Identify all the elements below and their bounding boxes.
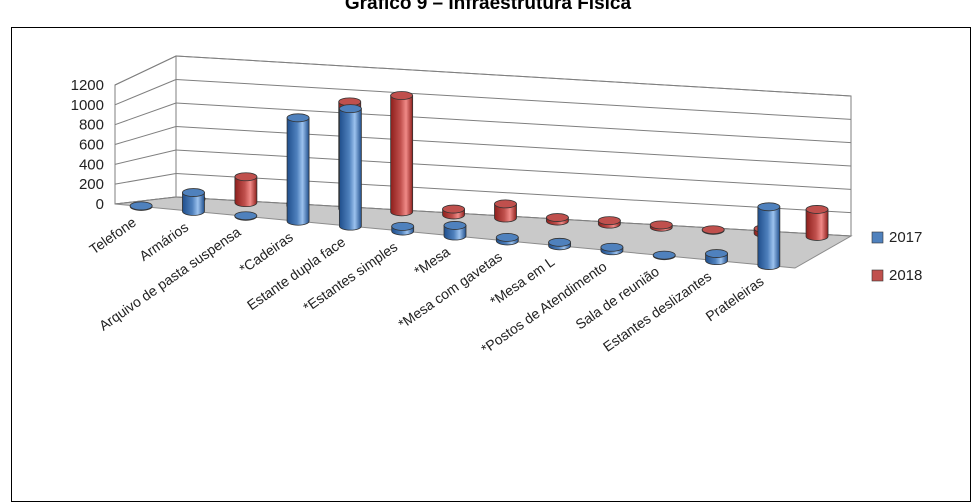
gridline-side xyxy=(114,79,177,106)
cylinder-body xyxy=(757,206,781,270)
bar-2018-4 xyxy=(390,91,414,217)
gridline-side xyxy=(114,126,177,145)
gridline-side xyxy=(114,55,177,86)
gridline-side xyxy=(114,173,177,185)
bar-2017-9 xyxy=(600,242,624,256)
bar-2017-0 xyxy=(129,201,153,211)
cylinder-top xyxy=(234,172,258,182)
cylinder-body xyxy=(286,117,310,226)
bar-2018-5 xyxy=(442,204,465,220)
bar-2017-5 xyxy=(391,221,415,236)
chart-title: Gráfico 9 – Infraestrutura Física xyxy=(344,0,632,14)
cylinder-body xyxy=(805,209,829,241)
cylinder-top xyxy=(701,225,725,235)
gridline-side xyxy=(114,196,177,205)
cylinder-top xyxy=(129,201,153,211)
cylinder-body xyxy=(390,95,414,217)
gridline xyxy=(175,79,852,120)
bar-2018-1 xyxy=(234,172,258,207)
cylinder-top xyxy=(391,221,415,231)
y-tick-label: 400 xyxy=(79,156,104,173)
x-tick-label: *Mesa xyxy=(411,243,453,279)
cylinder-body xyxy=(338,108,362,231)
x-tick-label: Estante dupla face xyxy=(244,233,348,313)
y-tick-label: 1000 xyxy=(71,97,104,114)
legend-swatch xyxy=(871,231,884,244)
cylinder-body xyxy=(234,176,258,207)
y-axis-ticks: 0 200 400 600 800 1000 1200 xyxy=(71,77,104,213)
cylinder-top xyxy=(286,113,310,123)
y-tick-label: 600 xyxy=(79,137,104,154)
gridline-side xyxy=(114,102,177,126)
y-tick-label: 800 xyxy=(79,117,104,134)
bar-2018-7 xyxy=(546,213,569,226)
bar-2017-11 xyxy=(705,249,728,265)
legend-swatch xyxy=(871,269,884,282)
cylinder-top xyxy=(548,237,572,247)
cylinder-top xyxy=(757,202,781,212)
cylinder-top xyxy=(234,211,258,221)
legend-label: 2017 xyxy=(889,229,922,246)
chart-legend: 2017 2018 xyxy=(871,229,922,284)
y-tick-label: 0 xyxy=(96,196,104,213)
x-tick-label: Telefone xyxy=(86,214,139,258)
bar-2017-2 xyxy=(234,211,258,221)
bar-2017-10 xyxy=(652,250,676,261)
bar-2017-1 xyxy=(182,188,205,216)
bar-2017-8 xyxy=(548,237,572,251)
x-tick-label: Armários xyxy=(136,219,191,264)
y-tick-label: 1200 xyxy=(71,77,104,94)
cylinder-top xyxy=(805,205,829,214)
cylinder-top xyxy=(390,91,414,100)
bar-2018-9 xyxy=(649,220,673,232)
cylinder-top xyxy=(649,220,673,230)
bar-2018-8 xyxy=(597,216,621,229)
side-wall xyxy=(114,55,177,205)
gridline-side xyxy=(114,149,177,165)
cylinder-top xyxy=(705,249,728,258)
cylinder-top xyxy=(600,242,624,252)
cylinder-top xyxy=(652,250,676,260)
chart-bars xyxy=(129,91,829,270)
cylinder-top xyxy=(182,188,205,197)
cylinder-top xyxy=(338,104,362,114)
cylinder-top xyxy=(546,213,569,222)
cylinder-top xyxy=(495,232,519,242)
bar-2017-12 xyxy=(757,202,781,270)
bar-2017-7 xyxy=(495,232,519,246)
x-tick-label: *Mesa com gavetas xyxy=(395,248,505,332)
bar-2018-12 xyxy=(805,205,829,241)
bar-2017-4 xyxy=(338,104,362,231)
cylinder-body xyxy=(494,203,517,223)
bar-2018-10 xyxy=(701,225,725,235)
gridline xyxy=(175,55,852,97)
cylinder-top xyxy=(442,204,465,214)
y-tick-label: 200 xyxy=(79,176,104,193)
legend-label: 2018 xyxy=(889,267,922,284)
bar-2017-3 xyxy=(286,113,310,226)
cylinder-top xyxy=(494,199,517,209)
cylinder-body xyxy=(182,192,205,216)
bar-2017-6 xyxy=(443,221,467,241)
bar-2018-6 xyxy=(494,199,517,223)
x-tick-label: Estantes deslizantes xyxy=(600,268,714,355)
cylinder-top xyxy=(443,221,467,230)
gridline xyxy=(175,102,852,144)
cylinder-top xyxy=(597,216,621,226)
